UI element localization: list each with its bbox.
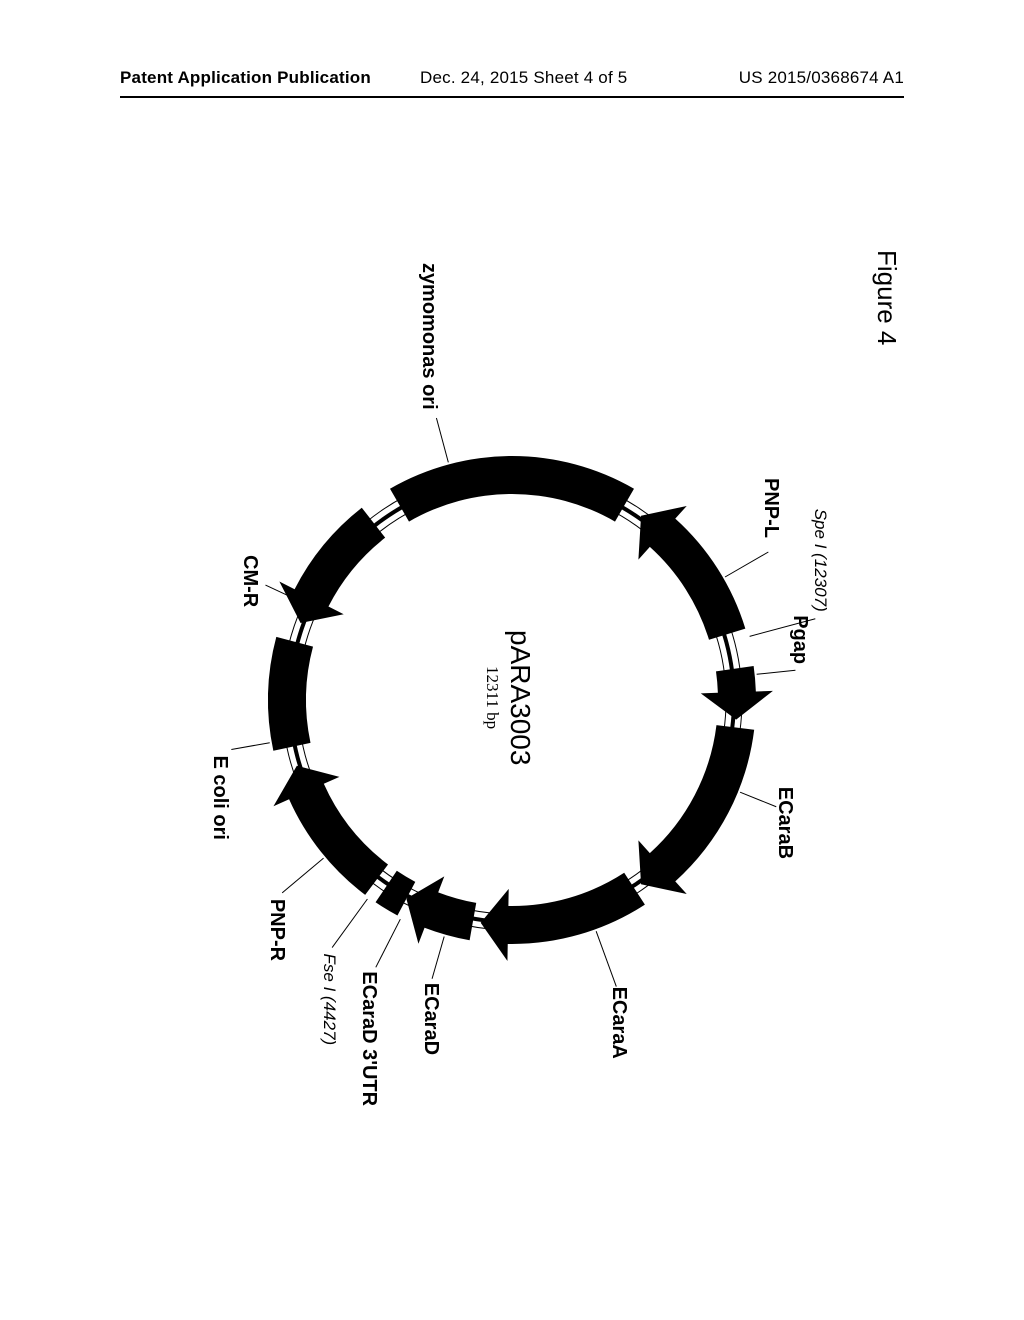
feature-cm-r (279, 508, 385, 623)
header-center: Dec. 24, 2015 Sheet 4 of 5 (420, 68, 627, 88)
header-left: Patent Application Publication (120, 68, 371, 88)
header-rule (120, 96, 904, 98)
feature-label: ECaraD (419, 983, 442, 1055)
restriction-site-label: Spe I (12307) (810, 509, 830, 612)
feature-label: ECaraD 3'UTR (357, 971, 380, 1106)
plasmid-name: pARA3003 (504, 630, 536, 765)
plasmid-map (162, 400, 842, 1040)
plasmid-size: 12311 bp (482, 666, 502, 729)
figure-rotated-container: Figure 4 pARA3003 12311 bp Pgap ECaraB ECa… (122, 250, 902, 1150)
feature-label: PNP-L (759, 478, 782, 538)
feature-zymomonas-ori (390, 456, 634, 522)
feature-e-coli-ori (268, 637, 313, 751)
feature-label: E coli ori (208, 755, 231, 839)
feature-ecaraa (481, 873, 645, 961)
figure-caption: Figure 4 (871, 250, 902, 345)
feature-pnp-l (638, 506, 745, 640)
page-root: Patent Application Publication Dec. 24, … (0, 0, 1024, 1320)
feature-label: PNP-R (265, 899, 288, 961)
feature-label: ECaraA (607, 987, 630, 1059)
restriction-site-label: Fse I (4427) (319, 954, 339, 1046)
feature-pnp-r (273, 766, 388, 895)
feature-label: zymomonas ori (417, 263, 440, 410)
feature-ecarab (638, 725, 754, 894)
feature-label: CM-R (238, 555, 261, 607)
feature-label: ECaraB (773, 787, 796, 859)
feature-ecarad (406, 876, 476, 943)
header-right: US 2015/0368674 A1 (739, 68, 904, 88)
figure-area: Figure 4 pARA3003 12311 bp Pgap ECaraB ECa… (120, 200, 904, 1200)
feature-label: Pgap (788, 615, 811, 664)
